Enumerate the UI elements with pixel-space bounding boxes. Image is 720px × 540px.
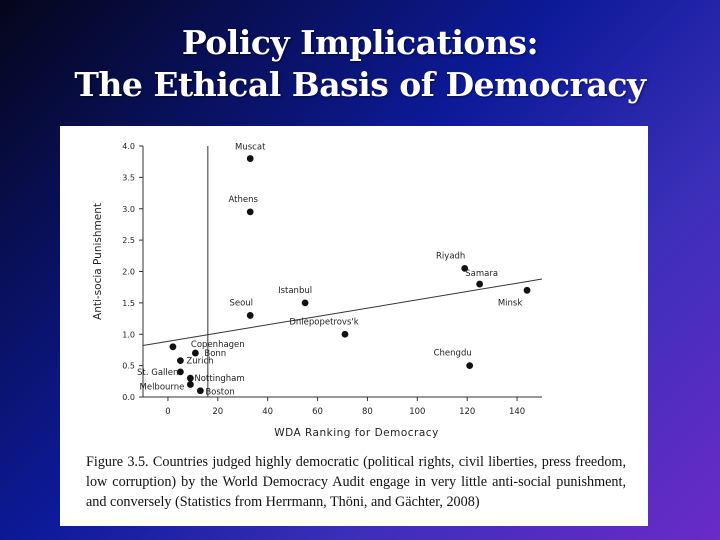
x-tick-label: 40 [262, 407, 273, 417]
point-label: Muscat [235, 143, 266, 153]
title-line-2: The Ethical Basis of Democracy [74, 65, 646, 104]
data-point [246, 155, 254, 162]
data-point [196, 387, 204, 395]
data-point [177, 357, 184, 365]
x-tick-label: 140 [509, 407, 525, 417]
y-tick-label: 1.5 [122, 299, 135, 308]
data-point [169, 343, 177, 351]
y-tick-label: 4.0 [122, 142, 135, 151]
data-point [186, 381, 194, 388]
point-label: Istanbul [278, 286, 312, 296]
x-tick-label: 60 [312, 407, 323, 417]
data-point [476, 280, 484, 288]
point-label: Minsk [498, 298, 523, 308]
point-label: Zurich [186, 357, 213, 367]
data-point [246, 312, 254, 319]
data-point [177, 368, 184, 376]
point-label: Boston [205, 388, 234, 398]
point-label: Chengdu [434, 349, 472, 359]
y-tick-label: 1.0 [122, 330, 135, 339]
x-tick-label: 100 [409, 407, 425, 417]
scatter-plot: 0.0 0.5 1.0 1.5 2.0 2.5 3.0 3.5 4.0 0 20 40 60 80 100 1… [92, 142, 543, 439]
point-label: Bonn [204, 349, 226, 359]
x-tick-label: 120 [459, 407, 475, 417]
y-tick-label: 3.0 [122, 205, 135, 214]
title-line-1: Policy Implications: [181, 23, 539, 62]
figure-panel: 0.0 0.5 1.0 1.5 2.0 2.5 3.0 3.5 4.0 0 20 40 60 80 100 1… [60, 126, 648, 526]
x-axis-label: WDA Ranking for Democracy [274, 427, 439, 439]
point-label: Copenhagen [191, 340, 245, 350]
point-label: Riyadh [436, 251, 465, 261]
point-label: Dniepopetrovs'k [289, 317, 358, 327]
data-point [466, 362, 474, 370]
y-tick-label: 2.5 [122, 236, 135, 245]
point-label: St. Gallen [137, 368, 178, 378]
data-point [341, 330, 349, 338]
y-tick-label: 0.5 [122, 362, 135, 371]
data-point [186, 374, 194, 382]
figure-caption: Figure 3.5. Countries judged highly demo… [86, 454, 626, 510]
y-axis-label: Anti-socia Punishment [92, 203, 104, 320]
point-label: Samara [465, 269, 498, 279]
y-tick-label: 2.0 [122, 268, 135, 277]
point-label: Athens [229, 195, 259, 205]
point-label: Seoul [229, 298, 253, 308]
y-tick-label: 3.5 [122, 173, 135, 182]
data-point [523, 286, 531, 294]
point-label: Melbourne [140, 382, 185, 392]
point-label: Nottingham [194, 374, 244, 384]
slide-title: Policy Implications: The Ethical Basis o… [0, 22, 720, 106]
x-tick-label: 0 [165, 407, 170, 417]
data-point [301, 299, 309, 307]
data-point [461, 264, 469, 272]
x-tick-label: 20 [212, 407, 223, 417]
data-point [191, 349, 199, 357]
y-tick-label: 0.0 [122, 393, 135, 402]
x-tick-label: 80 [362, 407, 373, 417]
trend-line [142, 278, 543, 347]
data-point [246, 208, 254, 216]
